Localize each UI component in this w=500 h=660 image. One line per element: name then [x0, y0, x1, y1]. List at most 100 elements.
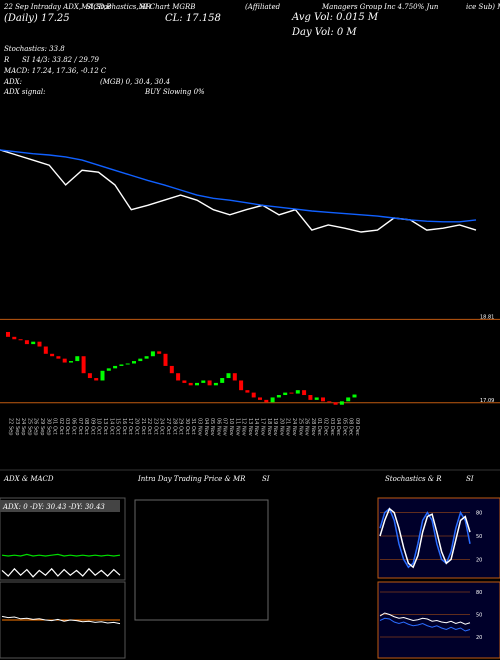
x-tick-label: 01 Oct — [52, 418, 58, 435]
candle-body — [239, 380, 244, 391]
x-tick-label: 06 Oct — [71, 418, 77, 435]
y-tick-label: 50 — [476, 534, 482, 540]
header: SI Chart MGRB — [140, 3, 195, 11]
info: R — [3, 56, 10, 64]
candle-body — [150, 351, 155, 357]
candle-body — [295, 390, 300, 394]
x-tick-label: 24 Oct — [159, 418, 165, 435]
avg-vol: Avg Vol: 0.015 M — [291, 12, 379, 23]
info: ADX signal: — [3, 88, 45, 96]
candle-body — [339, 401, 344, 405]
info: BUY Slowing 0% — [144, 88, 205, 96]
x-tick-label: 29 Oct — [178, 418, 184, 435]
series-line — [379, 507, 471, 569]
candle-body — [176, 373, 181, 381]
x-tick-label: 12 Nov — [241, 418, 247, 436]
x-tick-label: 21 Nov — [285, 418, 291, 436]
x-tick-label: 22 Oct — [146, 418, 152, 435]
x-tick-label: 08 Dec — [348, 418, 354, 436]
x-tick-label: 13 Nov — [247, 418, 253, 436]
x-tick-label: 02 Dec — [323, 418, 329, 436]
candle-body — [87, 373, 92, 379]
x-tick-label: 22 Sep — [8, 418, 14, 435]
info: SI 14/3: 33.82 / 29.79 — [22, 56, 100, 64]
panel-title: SI — [466, 475, 474, 483]
candle-body — [245, 390, 250, 393]
header: SI,Stochastics,MR — [86, 3, 152, 11]
panel-title: SI — [262, 475, 270, 483]
x-tick-label: 09 Dec — [354, 418, 360, 436]
x-tick-label: 25 Nov — [297, 418, 303, 436]
candle-body — [100, 370, 105, 381]
y-tick-label: 17.09 — [480, 398, 494, 404]
x-tick-label: 15 Oct — [115, 418, 121, 435]
x-tick-label: 23 Oct — [152, 418, 158, 435]
adx-box — [0, 500, 120, 512]
candle-body — [264, 399, 269, 403]
x-tick-label: 30 Sep — [45, 418, 51, 435]
x-tick-label: 29 Sep — [39, 418, 45, 435]
candle-body — [169, 365, 174, 374]
x-tick-label: 27 Oct — [165, 418, 171, 435]
header: (Affiliated — [245, 3, 281, 11]
candle-body — [132, 361, 136, 364]
candle-body — [24, 340, 29, 345]
x-tick-label: 14 Oct — [108, 418, 114, 435]
candle-body — [232, 373, 237, 381]
x-tick-label: 07 Oct — [77, 418, 83, 435]
x-tick-label: 20 Oct — [134, 418, 140, 435]
candle-body — [18, 339, 23, 341]
header: Managers Group Inc 4.750% Jun — [321, 3, 439, 11]
series-line — [0, 149, 477, 223]
panel-title: ADX & MACD — [3, 475, 54, 483]
candle-body — [308, 395, 313, 400]
info: (MGB) 0, 30.4, 30.4 — [100, 78, 170, 86]
y-tick-label: 20 — [476, 557, 482, 563]
x-tick-label: 26 Sep — [33, 418, 39, 435]
info: MACD: 17.24, 17.36, -0.12 C — [3, 67, 107, 75]
candle-body — [144, 356, 149, 359]
x-tick-label: 18 Nov — [266, 418, 272, 436]
candle-body — [321, 397, 325, 402]
day-vol: Day Vol: 0 M — [291, 27, 357, 38]
candle-body — [213, 382, 218, 386]
x-tick-label: 17 Nov — [260, 418, 266, 436]
y-tick-label: 80 — [476, 590, 482, 596]
candle-body — [43, 346, 48, 354]
header: 22 Sep Intraday ADX,MACD,B — [3, 3, 111, 11]
series-line — [1, 567, 121, 578]
x-tick-label: 19 Nov — [272, 418, 278, 436]
x-tick-label: 03 Oct — [64, 418, 70, 435]
candle-body — [188, 382, 193, 386]
candle-body — [75, 356, 80, 362]
candle-body — [352, 394, 357, 398]
candle-body — [302, 390, 307, 396]
candle-body — [125, 363, 130, 365]
info: Stochastics: 33.8 — [4, 45, 65, 53]
x-tick-label: 09 Oct — [89, 418, 95, 435]
candle-body — [220, 378, 225, 383]
x-tick-label: 28 Oct — [171, 418, 177, 435]
x-tick-label: 31 Oct — [190, 418, 196, 435]
x-tick-label: 25 Sep — [26, 418, 32, 435]
candle-body — [94, 378, 99, 381]
candle-body — [157, 351, 162, 354]
x-tick-label: 11 Nov — [234, 418, 240, 436]
x-tick-label: 20 Nov — [278, 418, 284, 436]
series-line — [1, 615, 121, 625]
x-tick-label: 04 Nov — [203, 418, 209, 436]
header: ice Sub) M — [466, 3, 500, 11]
header: (Daily) 17.25 — [4, 13, 70, 24]
x-tick-label: 21 Oct — [140, 418, 146, 435]
candle-body — [195, 382, 199, 386]
x-tick-label: 05 Dec — [341, 418, 347, 436]
candle-body — [163, 353, 168, 366]
x-tick-label: 24 Sep — [20, 418, 26, 435]
candle-body — [138, 358, 143, 362]
x-tick-label: 17 Oct — [127, 418, 133, 435]
candle-body — [62, 358, 67, 363]
intraday-panel — [134, 499, 269, 621]
x-tick-label: 04 Dec — [335, 418, 341, 436]
candle-body — [37, 341, 42, 347]
candle-body — [113, 365, 118, 369]
